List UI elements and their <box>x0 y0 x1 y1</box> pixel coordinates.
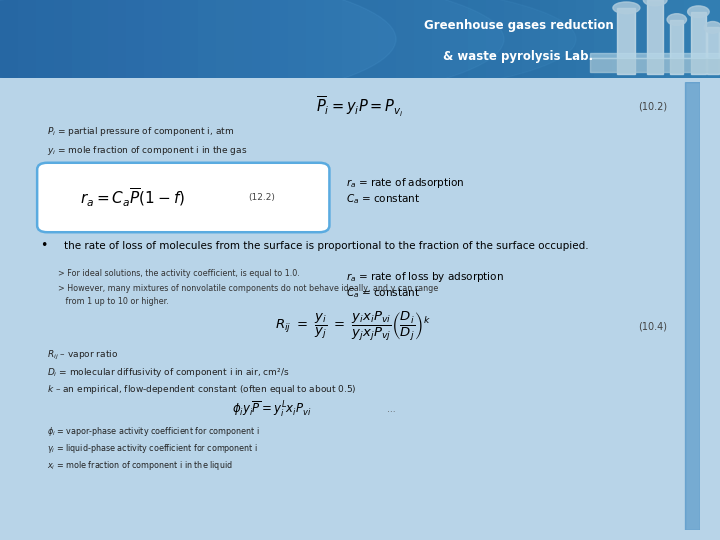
Bar <box>707 28 719 75</box>
Text: (10.4): (10.4) <box>638 321 667 332</box>
Bar <box>685 82 700 530</box>
Ellipse shape <box>0 0 396 122</box>
Bar <box>630 0 648 78</box>
Bar <box>162 0 180 78</box>
Bar <box>647 0 663 75</box>
Bar <box>691 12 706 75</box>
Ellipse shape <box>0 0 504 114</box>
Bar <box>576 0 594 78</box>
Bar <box>54 0 72 78</box>
Bar <box>590 53 720 58</box>
Text: $\overline{P}_i = y_i P = P_{v_i}$: $\overline{P}_i = y_i P = P_{v_i}$ <box>316 94 404 119</box>
Bar <box>108 0 126 78</box>
Text: $P_i$ = partial pressure of component i, atm: $P_i$ = partial pressure of component i,… <box>48 125 235 138</box>
Bar <box>234 0 252 78</box>
Text: $C_a$ = constant: $C_a$ = constant <box>346 286 420 300</box>
Bar <box>0 0 18 78</box>
Bar <box>342 0 360 78</box>
Ellipse shape <box>704 22 720 33</box>
Bar <box>180 0 198 78</box>
Text: $D_i$ = molecular diffusivity of component i in air, cm²/s: $D_i$ = molecular diffusivity of compone… <box>48 366 290 379</box>
Bar <box>432 0 450 78</box>
Text: (12.2): (12.2) <box>248 193 275 202</box>
Text: $P$ = total pressure, atm: $P$ = total pressure, atm <box>48 163 153 176</box>
Bar <box>648 0 666 78</box>
Text: Greenhouse gases reduction: Greenhouse gases reduction <box>423 18 613 31</box>
Bar <box>590 58 720 72</box>
Bar <box>324 0 342 78</box>
Bar <box>360 0 378 78</box>
Text: $\gamma_i$ = liquid-phase activity coefficient for component i: $\gamma_i$ = liquid-phase activity coeff… <box>48 442 258 455</box>
Bar <box>414 0 432 78</box>
Text: $y_i$ = mole fraction of component i in the gas: $y_i$ = mole fraction of component i in … <box>48 144 248 157</box>
Bar <box>396 0 414 78</box>
Text: from 1 up to 10 or higher.: from 1 up to 10 or higher. <box>58 297 168 306</box>
Text: $\phi_i y_i \overline{P} = y_i^L x_i P_{vi}$: $\phi_i y_i \overline{P} = y_i^L x_i P_{… <box>232 400 312 419</box>
Text: (10.2): (10.2) <box>638 102 667 112</box>
Bar <box>198 0 216 78</box>
Bar <box>684 0 702 78</box>
Text: $C_a$ = constant: $C_a$ = constant <box>346 192 420 206</box>
Bar <box>72 0 90 78</box>
Bar <box>36 0 54 78</box>
Bar <box>18 0 36 78</box>
Text: $R_{ij}$ – vapor ratio: $R_{ij}$ – vapor ratio <box>48 349 118 362</box>
Bar <box>558 0 576 78</box>
Bar <box>144 0 162 78</box>
Bar <box>252 0 270 78</box>
Text: > For ideal solutions, the activity coefficient, is equal to 1.0.: > For ideal solutions, the activity coef… <box>58 269 300 279</box>
FancyBboxPatch shape <box>37 163 330 232</box>
Bar <box>288 0 306 78</box>
Text: $r_a = C_a\overline{P}(1-f)$: $r_a = C_a\overline{P}(1-f)$ <box>80 186 185 208</box>
Bar <box>126 0 144 78</box>
Text: $r_a$ = rate of adsorption: $r_a$ = rate of adsorption <box>346 176 465 190</box>
Text: $R_{ij}\ =\ \dfrac{y_i}{y_j}\ =\ \dfrac{y_i x_i P_{vi}}{y_j x_j P_{vj}} \left(\d: $R_{ij}\ =\ \dfrac{y_i}{y_j}\ =\ \dfrac{… <box>275 310 431 343</box>
Bar <box>594 0 612 78</box>
Bar <box>612 0 630 78</box>
Bar <box>618 8 635 75</box>
Text: the rate of loss of molecules from the surface is proportional to the fraction o: the rate of loss of molecules from the s… <box>64 241 589 251</box>
Ellipse shape <box>613 2 640 14</box>
Text: $r_a$ = rate of loss by adsorption: $r_a$ = rate of loss by adsorption <box>346 270 504 284</box>
Text: •: • <box>40 239 48 252</box>
Ellipse shape <box>667 14 687 25</box>
Bar <box>90 0 108 78</box>
Bar <box>702 0 720 78</box>
Ellipse shape <box>644 0 667 6</box>
Bar <box>450 0 468 78</box>
Text: $k$ – an empirical, flow-dependent constant (often equal to about 0.5): $k$ – an empirical, flow-dependent const… <box>48 383 357 396</box>
Ellipse shape <box>688 6 709 18</box>
Text: $\phi_i$ = vapor-phase activity coefficient for component i: $\phi_i$ = vapor-phase activity coeffici… <box>48 425 260 438</box>
Bar <box>522 0 540 78</box>
Bar <box>540 0 558 78</box>
Text: ...: ... <box>387 405 396 414</box>
Ellipse shape <box>0 0 576 101</box>
Bar <box>486 0 504 78</box>
Bar <box>468 0 486 78</box>
Bar <box>670 19 683 75</box>
Bar <box>666 0 684 78</box>
Text: & waste pyrolysis Lab.: & waste pyrolysis Lab. <box>444 50 593 63</box>
Bar <box>378 0 396 78</box>
Bar <box>306 0 324 78</box>
Text: $x_i$ = mole fraction of component i in the liquid: $x_i$ = mole fraction of component i in … <box>48 459 233 472</box>
Bar <box>504 0 522 78</box>
Text: > However, many mixtures of nonvolatile components do not behave ideally, and γ : > However, many mixtures of nonvolatile … <box>58 284 438 293</box>
Bar <box>216 0 234 78</box>
Bar <box>270 0 288 78</box>
